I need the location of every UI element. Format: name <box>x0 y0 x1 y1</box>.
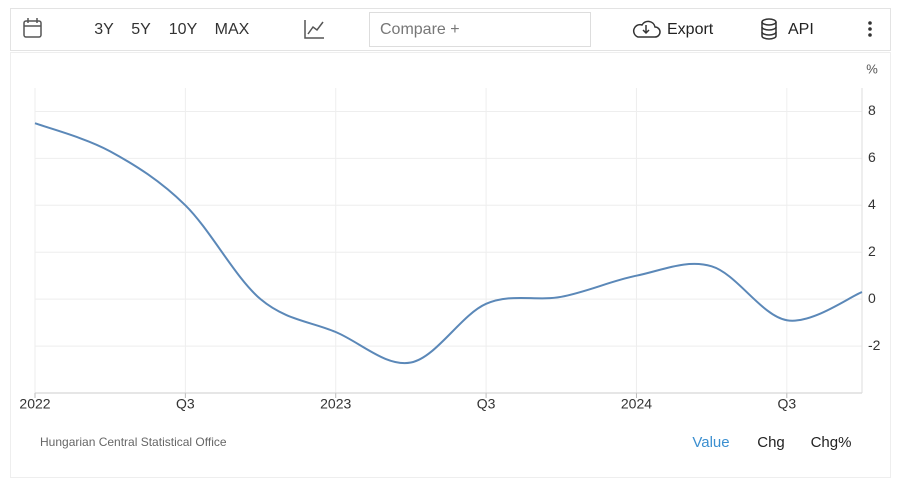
export-icon[interactable] <box>632 20 661 38</box>
api-icon[interactable] <box>761 18 777 40</box>
source: Hungarian Central Statistical Office <box>40 435 227 449</box>
range-button[interactable]: MAX <box>215 21 250 38</box>
y-tick-label: 0 <box>868 290 876 306</box>
x-tick-label: 2022 <box>19 396 50 412</box>
plot-area: -2 0 2 4 6 8 2022 Q3 2023 Q3 2024 Q3 <box>19 88 881 412</box>
range-button[interactable]: 5Y <box>131 21 151 38</box>
view-tab[interactable]: Value <box>692 434 729 451</box>
compare-placeholder: Compare + <box>380 21 460 38</box>
calendar-icon[interactable] <box>23 18 42 38</box>
y-tick-label: 6 <box>868 149 876 165</box>
compare-input[interactable] <box>369 12 591 47</box>
api-button[interactable]: API <box>788 21 814 38</box>
chart-panel <box>10 52 891 478</box>
export-button[interactable]: Export <box>667 21 714 38</box>
view-tab[interactable]: Chg% <box>811 434 852 451</box>
view-tab[interactable]: Chg <box>757 434 785 451</box>
y-tick-label: 4 <box>868 196 876 212</box>
x-tick-label: 2024 <box>621 396 652 412</box>
menu-icon[interactable] <box>868 21 872 37</box>
x-tick-label: 2023 <box>320 396 351 412</box>
y-tick-label: 8 <box>868 102 876 118</box>
y-tick-label: 2 <box>868 243 876 259</box>
unit-label: % <box>866 61 878 76</box>
x-tick-label: Q3 <box>477 396 496 412</box>
x-tick-label: Q3 <box>777 396 796 412</box>
data-line <box>34 122 863 365</box>
x-tick-label: Q3 <box>176 396 195 412</box>
y-tick-label: -2 <box>868 337 881 353</box>
chart-type-icon[interactable] <box>304 20 324 39</box>
range-button[interactable]: 3Y <box>94 21 114 38</box>
range-button[interactable]: 10Y <box>169 21 198 38</box>
